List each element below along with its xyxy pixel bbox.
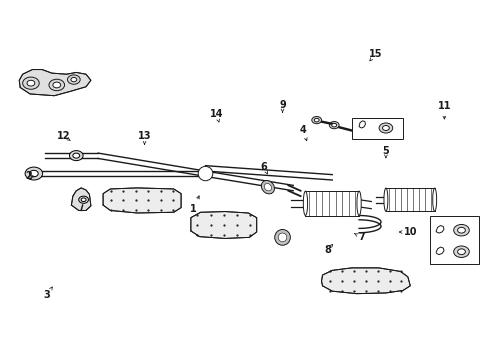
Text: 2: 2 — [25, 171, 32, 181]
Polygon shape — [190, 212, 256, 238]
Text: 11: 11 — [437, 102, 450, 112]
Circle shape — [71, 77, 77, 82]
Circle shape — [73, 153, 80, 158]
Text: 13: 13 — [138, 131, 151, 141]
Circle shape — [457, 227, 465, 233]
Circle shape — [453, 225, 468, 236]
Ellipse shape — [303, 191, 307, 216]
FancyBboxPatch shape — [351, 118, 402, 139]
Circle shape — [53, 82, 61, 88]
Circle shape — [27, 80, 35, 86]
Text: 7: 7 — [357, 232, 364, 242]
Circle shape — [453, 246, 468, 257]
Text: 1: 1 — [189, 204, 196, 214]
Polygon shape — [71, 188, 91, 211]
Polygon shape — [321, 268, 409, 294]
Circle shape — [331, 123, 336, 127]
Ellipse shape — [264, 184, 271, 191]
Polygon shape — [103, 188, 181, 213]
Text: 14: 14 — [209, 109, 223, 119]
Ellipse shape — [261, 180, 274, 194]
Circle shape — [382, 126, 388, 131]
Ellipse shape — [274, 229, 290, 245]
Text: 10: 10 — [403, 227, 416, 237]
FancyBboxPatch shape — [429, 216, 478, 264]
Circle shape — [22, 77, 39, 89]
Circle shape — [25, 167, 42, 180]
Circle shape — [329, 122, 338, 129]
Circle shape — [457, 249, 465, 255]
Circle shape — [311, 117, 321, 124]
Text: 12: 12 — [57, 131, 71, 141]
Circle shape — [81, 198, 86, 202]
Text: 8: 8 — [323, 245, 330, 255]
Ellipse shape — [356, 191, 361, 216]
Ellipse shape — [383, 188, 387, 211]
Circle shape — [29, 170, 38, 177]
Ellipse shape — [432, 188, 436, 211]
Text: 15: 15 — [368, 49, 382, 59]
Polygon shape — [19, 69, 91, 96]
Text: 5: 5 — [382, 146, 388, 156]
Text: 6: 6 — [260, 162, 267, 172]
Circle shape — [69, 150, 83, 161]
Text: 3: 3 — [43, 290, 50, 300]
Circle shape — [49, 79, 64, 91]
Ellipse shape — [198, 166, 212, 181]
Circle shape — [79, 196, 88, 203]
Text: 9: 9 — [279, 100, 285, 110]
Circle shape — [314, 118, 319, 122]
Ellipse shape — [278, 233, 286, 242]
Circle shape — [67, 75, 80, 84]
Text: 4: 4 — [299, 125, 306, 135]
Circle shape — [378, 123, 392, 133]
